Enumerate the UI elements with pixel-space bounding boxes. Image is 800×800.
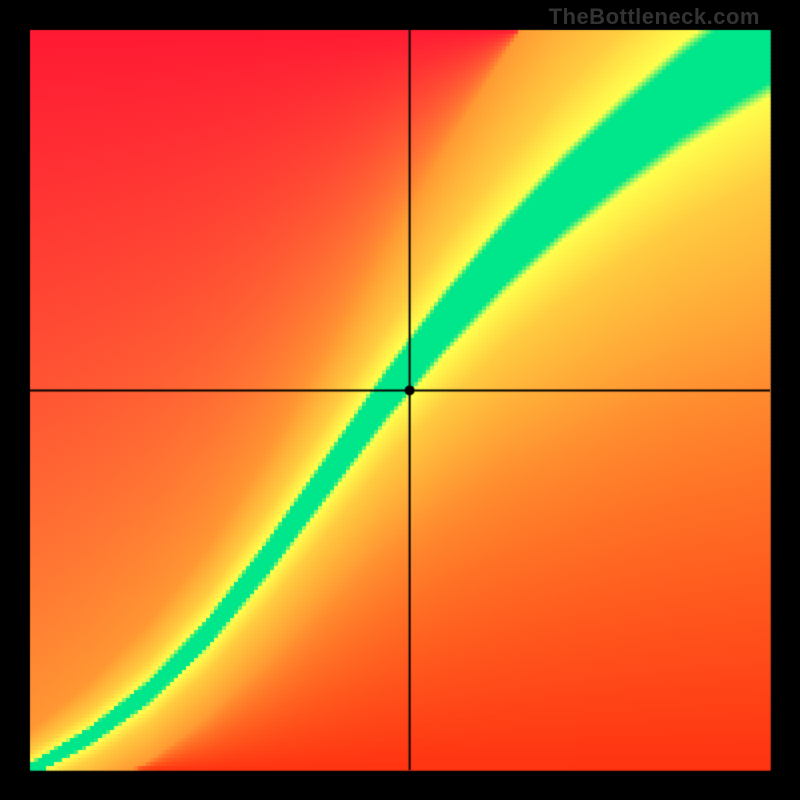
chart-container: TheBottleneck.com — [0, 0, 800, 800]
watermark-text: TheBottleneck.com — [549, 4, 760, 30]
heatmap-canvas — [0, 0, 800, 800]
